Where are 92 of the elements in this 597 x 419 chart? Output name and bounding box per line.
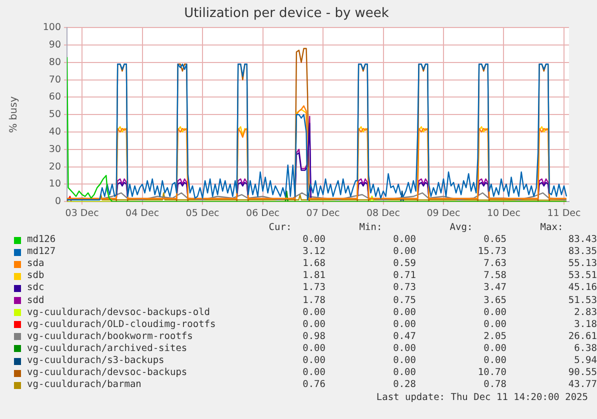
legend-label: sdc bbox=[27, 282, 46, 295]
text: 53.51 bbox=[567, 270, 597, 282]
text: 0.78 bbox=[482, 379, 506, 392]
text: 3.47 bbox=[482, 282, 506, 295]
x-tick-label: 10 Dec bbox=[486, 208, 520, 219]
text: 1.68 bbox=[302, 258, 326, 270]
text: 0.00 bbox=[392, 355, 416, 368]
legend-label: vg-cuuldurach/devsoc-backups-old bbox=[27, 306, 212, 319]
text: Max: bbox=[539, 222, 564, 234]
text: 0.00 bbox=[482, 318, 506, 331]
text: 7.63 bbox=[482, 258, 506, 270]
text: 0.00 bbox=[392, 367, 416, 380]
text: 0.00 bbox=[482, 342, 506, 356]
text: 0.00 bbox=[302, 342, 326, 356]
x-tick-label: 06 Dec bbox=[246, 208, 280, 219]
y-tick-label: 90 bbox=[48, 39, 61, 50]
text: 0.00 bbox=[302, 306, 326, 319]
text: 0.65 bbox=[482, 234, 506, 246]
legend-label: sda bbox=[27, 258, 46, 270]
text: Last update: Thu Dec 11 14:20:00 2025 bbox=[376, 392, 588, 403]
legend-label: vg-cuuldurach/barman bbox=[27, 379, 142, 392]
text: 3.18 bbox=[573, 318, 597, 331]
text: 83.35 bbox=[567, 246, 597, 258]
text: 0.00 bbox=[302, 367, 326, 380]
text: 5.94 bbox=[573, 355, 597, 368]
y-tick-label: 20 bbox=[48, 161, 61, 172]
text: 0.98 bbox=[302, 330, 326, 343]
text: 0.00 bbox=[392, 306, 416, 319]
text: 6.38 bbox=[573, 342, 597, 356]
text: 51.53 bbox=[567, 294, 597, 307]
text: 7.58 bbox=[482, 270, 506, 282]
text: 0.71 bbox=[392, 270, 416, 282]
text: 26.61 bbox=[567, 330, 597, 343]
text: Min: bbox=[358, 222, 384, 234]
text: 3.12 bbox=[302, 246, 326, 258]
legend-label: sdb bbox=[27, 270, 46, 282]
legend-label: vg-cuuldurach/bookworm-rootfs bbox=[27, 330, 194, 343]
text: 1.73 bbox=[302, 282, 326, 295]
x-tick-label: 11 Dec bbox=[547, 208, 581, 219]
y-tick-label: 40 bbox=[48, 126, 61, 138]
text: 0.59 bbox=[392, 258, 416, 270]
y-tick-label: 50 bbox=[48, 109, 61, 120]
text: 10.70 bbox=[476, 367, 506, 380]
y-tick-label: 70 bbox=[48, 74, 61, 86]
legend-label: md126 bbox=[27, 234, 57, 246]
y-tick-label: 80 bbox=[48, 56, 61, 68]
text: 0.00 bbox=[482, 355, 506, 368]
x-tick-label: 07 Dec bbox=[306, 208, 340, 219]
y-tick-label: 0 bbox=[54, 196, 61, 208]
legend-label: md127 bbox=[27, 246, 57, 258]
text: 0.76 bbox=[302, 379, 326, 392]
text: Avg: bbox=[448, 222, 474, 234]
text: 43.77 bbox=[567, 379, 597, 392]
y-axis-title: % busy bbox=[8, 96, 20, 133]
text: 55.13 bbox=[567, 258, 597, 270]
text: 0.00 bbox=[302, 234, 326, 246]
text: 1.81 bbox=[302, 270, 326, 282]
text: 15.73 bbox=[476, 246, 506, 258]
chart-title: Utilization per device - by week bbox=[184, 6, 390, 22]
y-tick-label: 60 bbox=[48, 92, 61, 103]
text: 0.00 bbox=[302, 318, 326, 331]
text: 0.00 bbox=[392, 246, 416, 258]
text: 0.00 bbox=[302, 355, 326, 368]
text: 83.43 bbox=[567, 234, 597, 246]
x-tick-label: 03 Dec bbox=[65, 208, 99, 219]
text: 45.16 bbox=[567, 282, 597, 295]
y-tick-label: 10 bbox=[48, 178, 61, 190]
legend-label: sdd bbox=[27, 294, 46, 307]
text: 0.75 bbox=[392, 294, 416, 307]
text: 0.00 bbox=[392, 234, 416, 246]
text: 0.47 bbox=[392, 330, 416, 343]
legend-label: vg-cuuldurach/s3-backups bbox=[27, 355, 166, 368]
y-tick-label: 30 bbox=[48, 144, 61, 155]
y-tick-label: 100 bbox=[42, 22, 61, 34]
text: 90.55 bbox=[567, 367, 597, 380]
legend-label: vg-cuuldurach/archived-sites bbox=[27, 342, 188, 356]
text: 3.65 bbox=[482, 294, 506, 307]
text: 2.05 bbox=[482, 330, 506, 343]
x-tick-label: 08 Dec bbox=[366, 208, 400, 219]
text: 1.78 bbox=[302, 294, 326, 307]
text: 0.28 bbox=[392, 379, 416, 392]
x-tick-label: 09 Dec bbox=[426, 208, 460, 219]
x-tick-label: 04 Dec bbox=[126, 208, 160, 219]
text: 0.00 bbox=[482, 306, 506, 319]
text: 2.83 bbox=[573, 306, 597, 319]
legend-label: vg-cuuldurach/devsoc-backups bbox=[27, 367, 188, 380]
text: Cur: bbox=[268, 222, 293, 234]
text: 0.73 bbox=[392, 282, 416, 295]
text: 0.00 bbox=[392, 318, 416, 331]
x-tick-label: 05 Dec bbox=[186, 208, 220, 219]
text: 0.00 bbox=[392, 342, 416, 356]
legend-label: vg-cuuldurach/OLD-cloudimg-rootfs bbox=[27, 318, 217, 331]
